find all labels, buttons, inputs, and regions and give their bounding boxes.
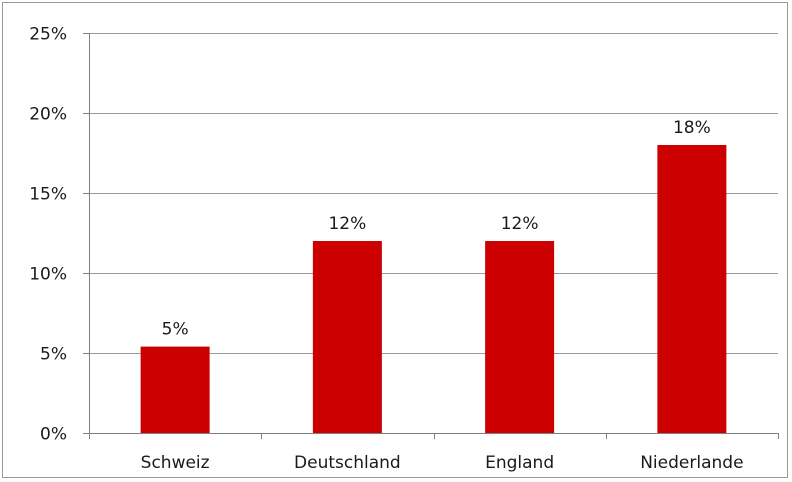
bars bbox=[140, 145, 727, 433]
bar-deutschland bbox=[312, 241, 382, 433]
data-label: 12% bbox=[328, 214, 366, 234]
category-label: Schweiz bbox=[141, 453, 210, 473]
y-tick-label: 0% bbox=[40, 425, 67, 445]
category-label: Niederlande bbox=[640, 453, 743, 473]
bar-niederlande bbox=[657, 145, 727, 433]
labels: 0% 5% 10% 15% 20% 25% 5% Schweiz 12% Deutschland 1… bbox=[29, 25, 743, 474]
category-label: Deutschland bbox=[294, 453, 401, 473]
bar-england bbox=[485, 241, 555, 433]
data-label: 18% bbox=[673, 118, 711, 138]
y-tick-label: 15% bbox=[29, 185, 67, 205]
data-label: 5% bbox=[162, 320, 189, 340]
axes bbox=[83, 33, 779, 439]
data-label: 12% bbox=[501, 214, 539, 234]
bar-schweiz bbox=[140, 346, 210, 433]
category-label: England bbox=[485, 453, 554, 473]
y-tick-label: 10% bbox=[29, 265, 67, 285]
y-tick-label: 25% bbox=[29, 25, 67, 45]
y-tick-label: 20% bbox=[29, 105, 67, 125]
y-tick-label: 5% bbox=[40, 345, 67, 365]
